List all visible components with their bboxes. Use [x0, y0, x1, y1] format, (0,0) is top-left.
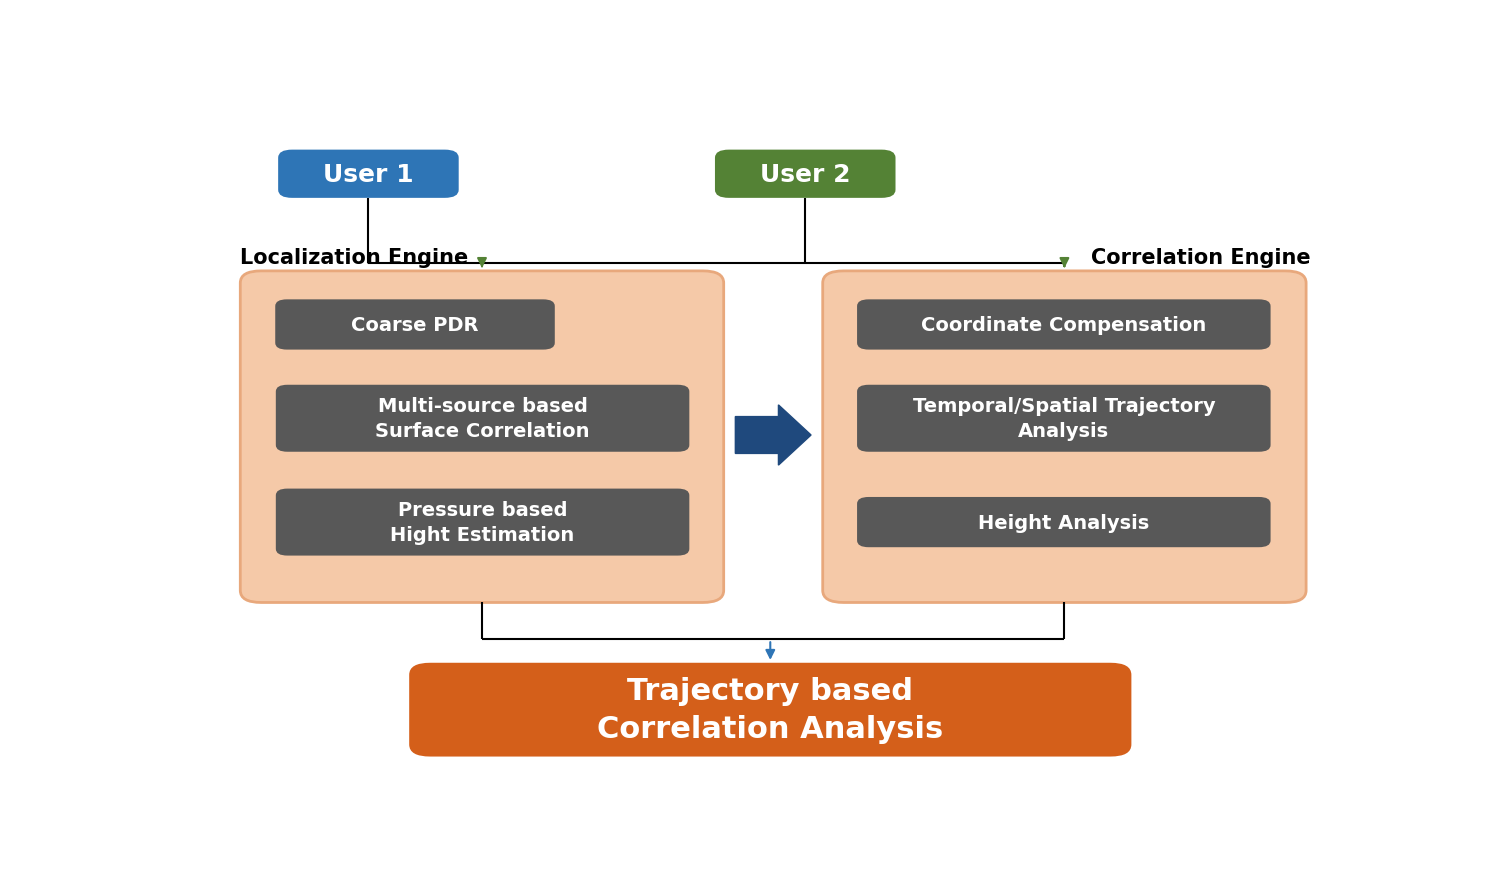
Text: Correlation Engine: Correlation Engine	[1091, 249, 1311, 269]
Text: Pressure based
Hight Estimation: Pressure based Hight Estimation	[391, 501, 574, 545]
FancyBboxPatch shape	[277, 385, 690, 452]
FancyBboxPatch shape	[409, 663, 1132, 757]
FancyArrow shape	[735, 405, 812, 466]
FancyBboxPatch shape	[240, 271, 724, 603]
Text: Localization Engine: Localization Engine	[240, 249, 469, 269]
Text: User 2: User 2	[761, 163, 851, 187]
FancyBboxPatch shape	[857, 497, 1270, 547]
Text: Coordinate Compensation: Coordinate Compensation	[921, 315, 1207, 335]
Text: Coarse PDR: Coarse PDR	[352, 315, 479, 335]
FancyBboxPatch shape	[277, 489, 690, 556]
FancyBboxPatch shape	[275, 300, 555, 350]
FancyBboxPatch shape	[857, 385, 1270, 452]
Text: Trajectory based
Correlation Analysis: Trajectory based Correlation Analysis	[597, 676, 944, 743]
FancyBboxPatch shape	[278, 150, 458, 199]
FancyBboxPatch shape	[715, 150, 896, 199]
Text: User 1: User 1	[323, 163, 413, 187]
Text: Multi-source based
Surface Correlation: Multi-source based Surface Correlation	[376, 397, 589, 441]
Text: Height Analysis: Height Analysis	[978, 513, 1150, 532]
FancyBboxPatch shape	[857, 300, 1270, 350]
FancyBboxPatch shape	[822, 271, 1306, 603]
Text: Temporal/Spatial Trajectory
Analysis: Temporal/Spatial Trajectory Analysis	[912, 397, 1214, 441]
